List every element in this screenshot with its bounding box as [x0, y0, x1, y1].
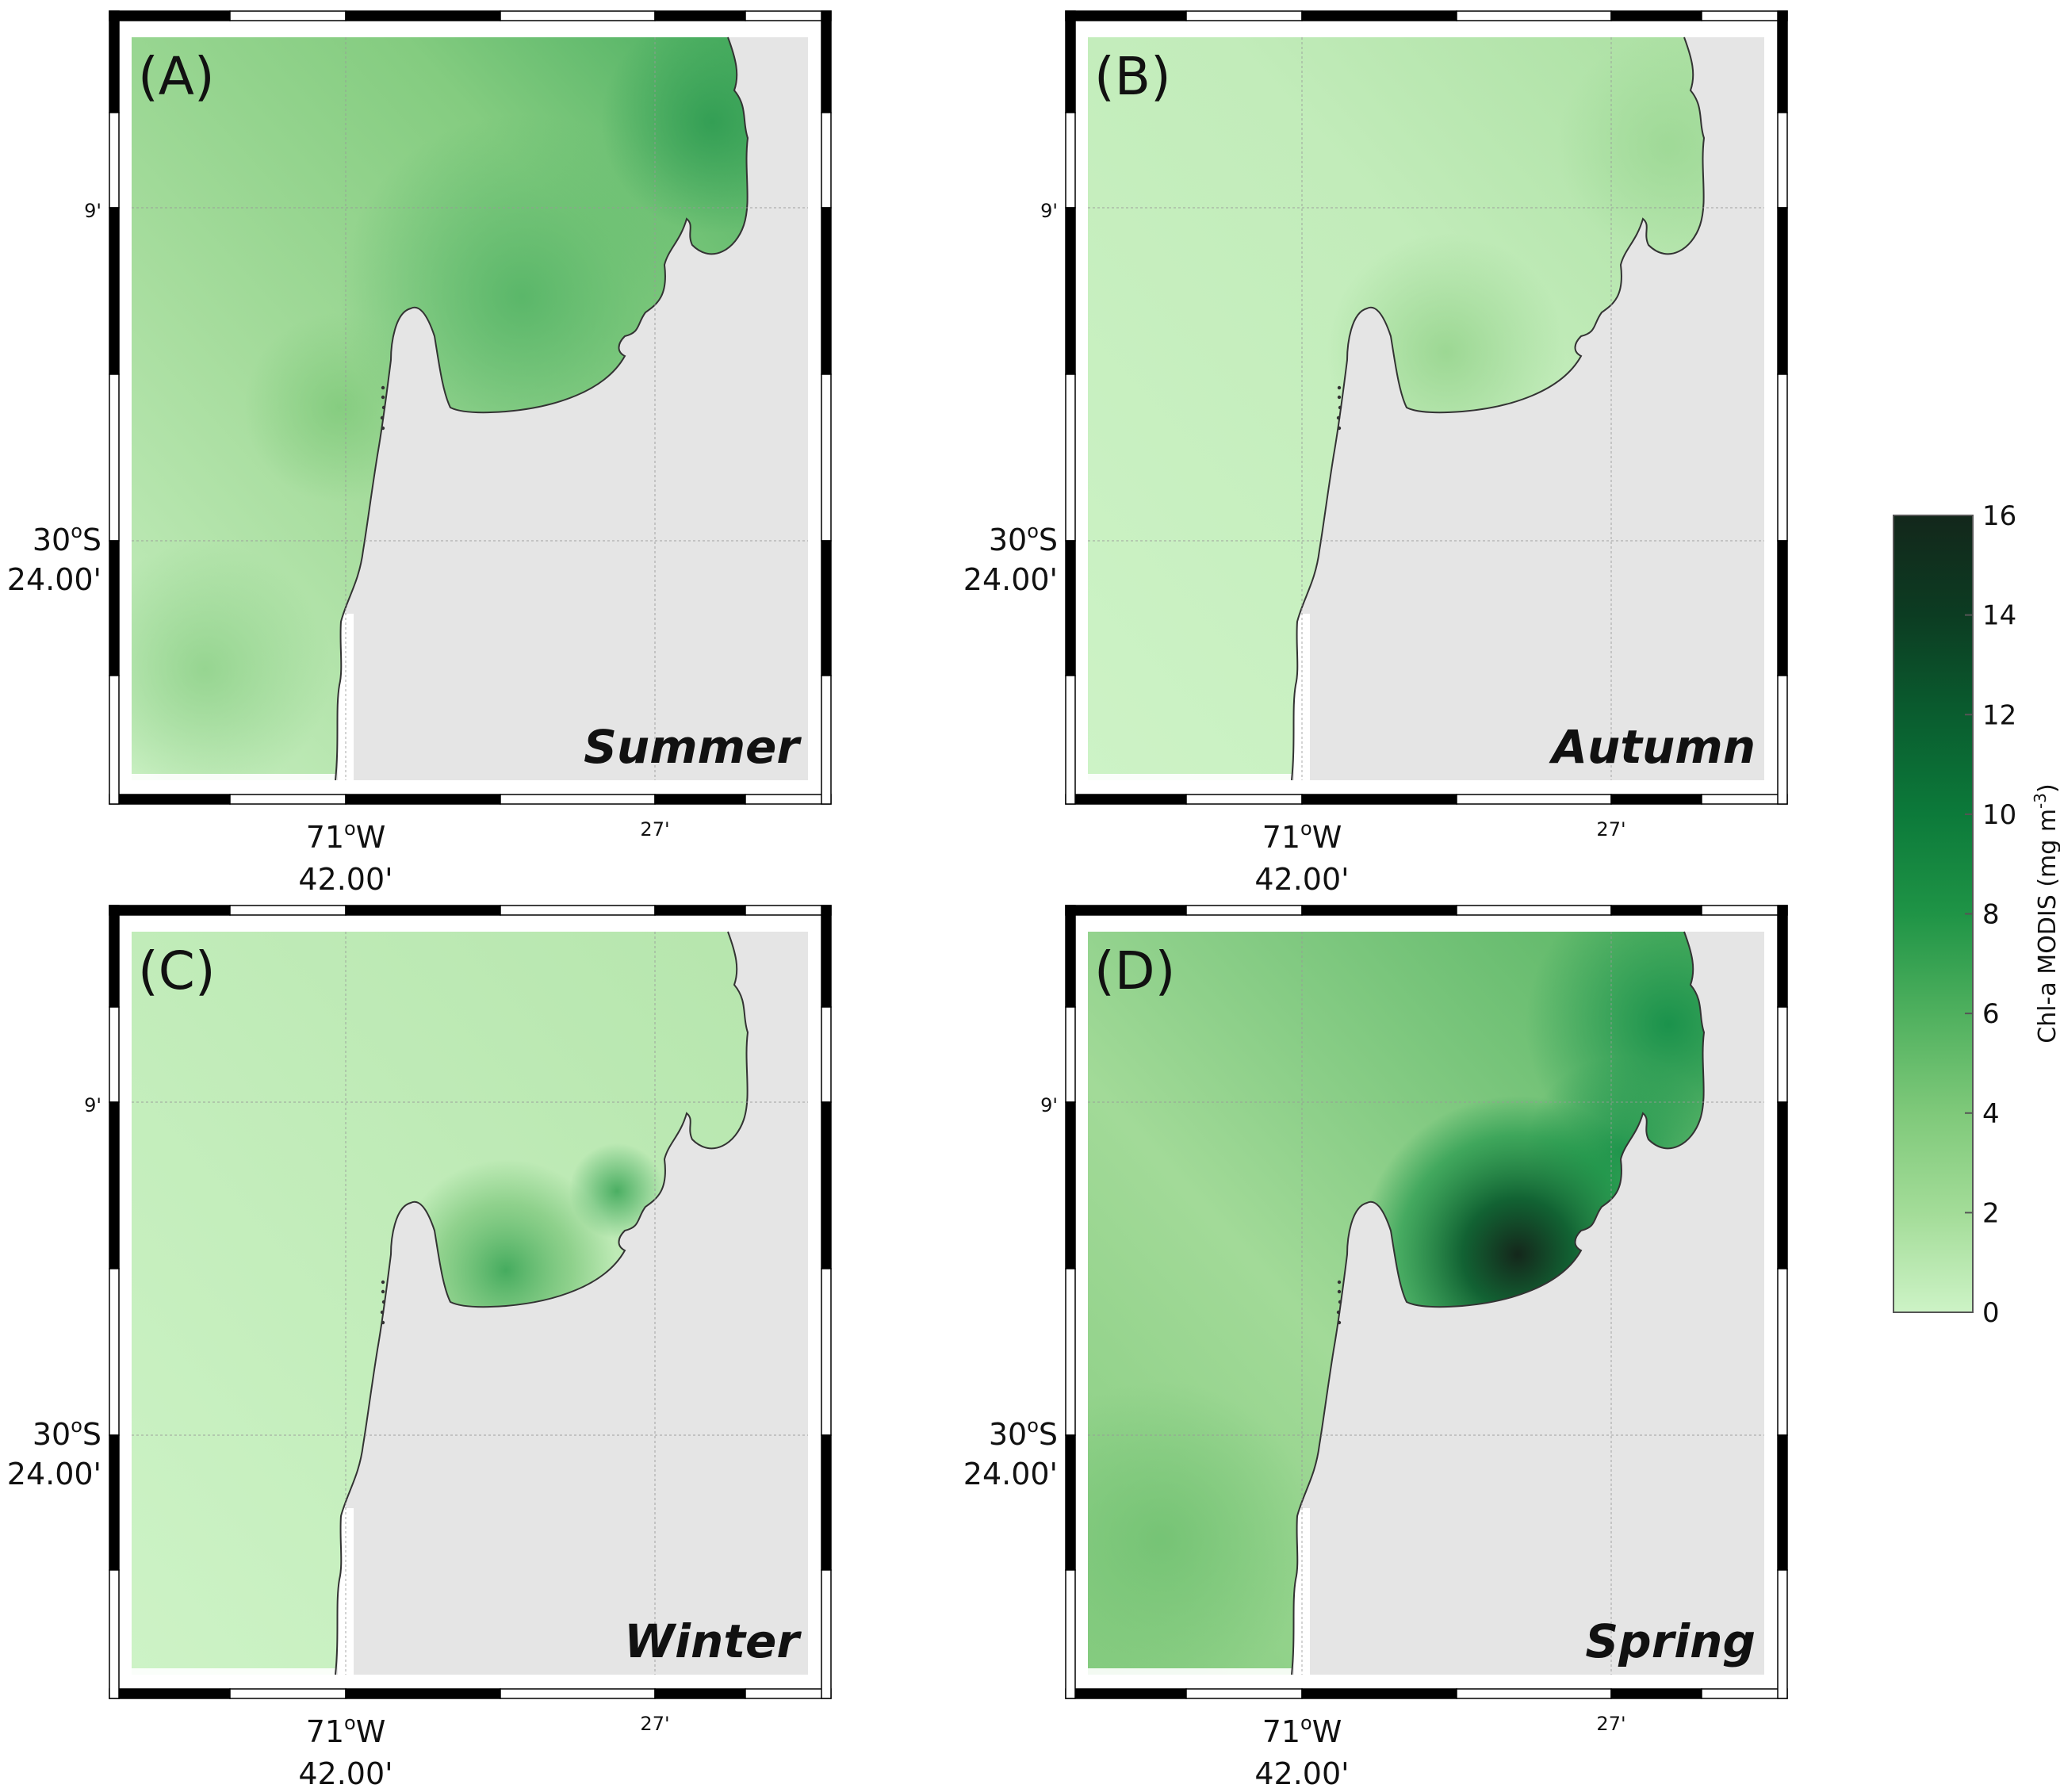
- map-frame: [1065, 10, 1788, 805]
- colorbar-tick-label: 8: [1982, 899, 2000, 931]
- graticule: [132, 37, 808, 780]
- panel-letter: (B): [1094, 46, 1171, 107]
- lon-minor-label: 27': [640, 818, 669, 840]
- island: [1337, 385, 1342, 390]
- lat-main-label: 30oS: [989, 520, 1058, 557]
- lon-minor-label: 27': [1596, 1713, 1625, 1735]
- colorbar-tick-label: 16: [1982, 500, 2016, 532]
- lon-main-minutes-label: 42.00': [1254, 1756, 1349, 1791]
- island: [1337, 1280, 1342, 1285]
- graticule: [1088, 37, 1764, 780]
- lat-main-minutes-label: 24.00': [963, 562, 1058, 597]
- colorbar-tick-label: 0: [1982, 1297, 2000, 1329]
- panel-letter: (D): [1094, 940, 1175, 1001]
- colorbar-tick-label: 14: [1982, 600, 2016, 632]
- lat-minor-label: 9': [84, 1094, 101, 1116]
- island: [1337, 1289, 1342, 1294]
- season-label: Autumn: [1549, 720, 1756, 774]
- lon-minor-label: 27': [1596, 818, 1625, 840]
- season-label: Winter: [624, 1614, 802, 1668]
- island: [380, 415, 385, 420]
- island: [1337, 426, 1342, 431]
- colorbar-tick-label: 4: [1982, 1098, 2000, 1130]
- panel-letter: (A): [138, 46, 215, 107]
- lat-minor-label: 9': [1040, 1094, 1058, 1116]
- island: [381, 1280, 385, 1285]
- island: [1337, 395, 1342, 400]
- coastline: [1291, 931, 1706, 1675]
- island: [1336, 1310, 1341, 1315]
- lat-main-label: 30oS: [33, 520, 101, 557]
- lat-main-label: 30oS: [989, 1415, 1058, 1452]
- island: [381, 395, 385, 400]
- island: [1338, 1300, 1342, 1304]
- map-frame: [109, 10, 832, 805]
- island: [381, 1300, 386, 1304]
- colorbar-tick-label: 10: [1982, 799, 2016, 831]
- colorbar-tick-label: 6: [1982, 998, 2000, 1030]
- colorbar-ticks: 0 2 4 6 8 10 12 14 16: [1965, 500, 2016, 1329]
- lon-main-label: 71oW: [306, 1712, 386, 1749]
- lat-main-minutes-label: 24.00': [963, 1457, 1058, 1491]
- island: [1336, 415, 1341, 420]
- map-panel-spring: (D) Spring 9' 30oS 24.00' 71oW 42.00' 27': [963, 905, 1788, 1791]
- colorbar-tick-label: 12: [1982, 699, 2016, 731]
- island: [1337, 1320, 1342, 1325]
- colorbar-title: Chl-a MODIS (mg m-3): [2031, 783, 2060, 1043]
- island: [381, 405, 386, 410]
- lat-minor-label: 9': [84, 200, 101, 222]
- lon-main-label: 71oW: [1262, 818, 1342, 855]
- coastline: [1291, 36, 1706, 781]
- season-label: Summer: [584, 720, 802, 774]
- island: [380, 1310, 385, 1315]
- colorbar-ramp: [1893, 515, 1974, 1313]
- lon-main-label: 71oW: [1262, 1712, 1342, 1749]
- lat-main-minutes-label: 24.00': [7, 562, 101, 597]
- lon-main-minutes-label: 42.00': [298, 1756, 392, 1791]
- coastline: [335, 36, 749, 781]
- lat-minor-label: 9': [1040, 200, 1058, 222]
- season-label: Spring: [1585, 1614, 1756, 1668]
- coastline: [335, 931, 749, 1675]
- map-frame: [1065, 905, 1788, 1699]
- lon-minor-label: 27': [640, 1713, 669, 1735]
- graticule: [132, 932, 808, 1675]
- island: [381, 385, 385, 390]
- lat-main-label: 30oS: [33, 1415, 101, 1452]
- lat-main-minutes-label: 24.00': [7, 1457, 101, 1491]
- colorbar: 0 2 4 6 8 10 12 14 16 Chl-a MODIS (mg m-3): [1893, 500, 2060, 1329]
- island: [381, 1320, 385, 1325]
- map-frame: [109, 905, 832, 1699]
- island: [381, 426, 385, 431]
- map-panel-autumn: (B) Autumn 9' 30oS 24.00' 71oW 42.00' 27': [963, 10, 1788, 897]
- lon-main-minutes-label: 42.00': [298, 862, 392, 897]
- graticule: [1088, 932, 1764, 1675]
- map-panel-summer: (A) Summer 9' 30oS 24.00' 71oW 42.00' 27': [7, 10, 832, 897]
- island: [381, 1289, 385, 1294]
- lon-main-label: 71oW: [306, 818, 386, 855]
- colorbar-tick-label: 2: [1982, 1197, 2000, 1229]
- panel-letter: (C): [138, 940, 216, 1001]
- map-panel-winter: (C) Winter 9' 30oS 24.00' 71oW 42.00' 27': [7, 905, 832, 1791]
- lon-main-minutes-label: 42.00': [1254, 862, 1349, 897]
- island: [1338, 405, 1342, 410]
